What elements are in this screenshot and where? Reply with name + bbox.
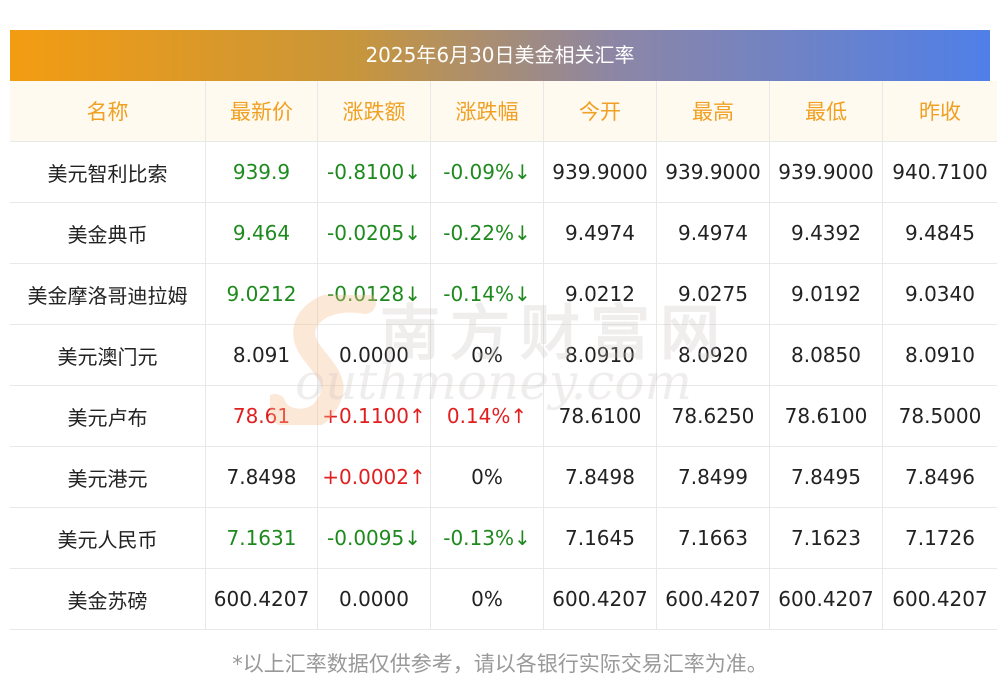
cell-latest: 7.8498: [205, 446, 318, 508]
col-header-change: 涨跌额: [317, 81, 431, 142]
cell-pct: 0.14%↑: [430, 385, 544, 447]
cell-prev: 940.7100: [882, 141, 997, 203]
col-header-prev: 昨收: [882, 81, 997, 142]
table-row: 美元港元 7.8498 +0.0002↑ 0% 7.8498 7.8499 7.…: [10, 446, 997, 508]
table-row: 美元人民币 7.1631 -0.0095↓ -0.13%↓ 7.1645 7.1…: [10, 507, 997, 569]
cell-latest: 8.091: [205, 324, 318, 386]
cell-pct: -0.09%↓: [430, 141, 544, 203]
disclaimer-note: *以上汇率数据仅供参考，请以各银行实际交易汇率为准。: [232, 652, 768, 676]
cell-name: 美金苏磅: [10, 568, 206, 630]
cell-high: 8.0920: [656, 324, 770, 386]
cell-change: -0.8100↓: [317, 141, 431, 203]
cell-high: 9.4974: [656, 202, 770, 264]
cell-latest: 9.464: [205, 202, 318, 264]
table-row: 美金典币 9.464 -0.0205↓ -0.22%↓ 9.4974 9.497…: [10, 202, 997, 264]
cell-high: 7.1663: [656, 507, 770, 569]
table-row: 美元澳门元 8.091 0.0000 0% 8.0910 8.0920 8.08…: [10, 324, 997, 386]
cell-high: 7.8499: [656, 446, 770, 508]
cell-prev: 9.0340: [882, 263, 997, 325]
cell-change: +0.0002↑: [317, 446, 431, 508]
cell-open: 939.9000: [543, 141, 657, 203]
table-row: 美元智利比索 939.9 -0.8100↓ -0.09%↓ 939.9000 9…: [10, 141, 997, 203]
cell-name: 美金摩洛哥迪拉姆: [10, 263, 206, 325]
cell-open: 78.6100: [543, 385, 657, 447]
cell-open: 7.8498: [543, 446, 657, 508]
cell-change: 0.0000: [317, 324, 431, 386]
table-title: 2025年6月30日美金相关汇率: [10, 30, 990, 81]
cell-low: 9.0192: [769, 263, 883, 325]
cell-name: 美元卢布: [10, 385, 206, 447]
cell-name: 美元人民币: [10, 507, 206, 569]
cell-pct: -0.14%↓: [430, 263, 544, 325]
cell-low: 9.4392: [769, 202, 883, 264]
cell-change: -0.0095↓: [317, 507, 431, 569]
col-header-pct: 涨跌幅: [430, 81, 544, 142]
cell-latest: 7.1631: [205, 507, 318, 569]
cell-name: 美元港元: [10, 446, 206, 508]
cell-latest: 9.0212: [205, 263, 318, 325]
cell-low: 600.4207: [769, 568, 883, 630]
cell-high: 78.6250: [656, 385, 770, 447]
cell-name: 美金典币: [10, 202, 206, 264]
cell-prev: 7.1726: [882, 507, 997, 569]
cell-open: 7.1645: [543, 507, 657, 569]
cell-pct: -0.22%↓: [430, 202, 544, 264]
cell-prev: 7.8496: [882, 446, 997, 508]
cell-open: 600.4207: [543, 568, 657, 630]
exchange-rate-table: 名称 最新价 涨跌额 涨跌幅 今开 最高 最低 昨收 美元智利比索 939.9 …: [10, 81, 997, 630]
cell-prev: 9.4845: [882, 202, 997, 264]
cell-latest: 600.4207: [205, 568, 318, 630]
cell-name: 美元智利比索: [10, 141, 206, 203]
cell-prev: 78.5000: [882, 385, 997, 447]
cell-prev: 8.0910: [882, 324, 997, 386]
cell-high: 9.0275: [656, 263, 770, 325]
cell-open: 8.0910: [543, 324, 657, 386]
cell-high: 939.9000: [656, 141, 770, 203]
header-row: 名称 最新价 涨跌额 涨跌幅 今开 最高 最低 昨收: [10, 81, 997, 142]
cell-change: +0.1100↑: [317, 385, 431, 447]
table-row: 美元卢布 78.61 +0.1100↑ 0.14%↑ 78.6100 78.62…: [10, 385, 997, 447]
cell-change: 0.0000: [317, 568, 431, 630]
cell-pct: 0%: [430, 446, 544, 508]
table-row: 美金摩洛哥迪拉姆 9.0212 -0.0128↓ -0.14%↓ 9.0212 …: [10, 263, 997, 325]
col-header-latest: 最新价: [205, 81, 318, 142]
col-header-high: 最高: [656, 81, 770, 142]
cell-pct: -0.13%↓: [430, 507, 544, 569]
cell-low: 78.6100: [769, 385, 883, 447]
cell-change: -0.0128↓: [317, 263, 431, 325]
col-header-low: 最低: [769, 81, 883, 142]
cell-latest: 78.61: [205, 385, 318, 447]
cell-prev: 600.4207: [882, 568, 997, 630]
cell-low: 939.9000: [769, 141, 883, 203]
cell-change: -0.0205↓: [317, 202, 431, 264]
cell-open: 9.4974: [543, 202, 657, 264]
cell-pct: 0%: [430, 568, 544, 630]
cell-latest: 939.9: [205, 141, 318, 203]
cell-name: 美元澳门元: [10, 324, 206, 386]
cell-low: 7.1623: [769, 507, 883, 569]
cell-high: 600.4207: [656, 568, 770, 630]
cell-pct: 0%: [430, 324, 544, 386]
col-header-open: 今开: [543, 81, 657, 142]
cell-open: 9.0212: [543, 263, 657, 325]
col-header-name: 名称: [10, 81, 206, 142]
cell-low: 8.0850: [769, 324, 883, 386]
cell-low: 7.8495: [769, 446, 883, 508]
table-row: 美金苏磅 600.4207 0.0000 0% 600.4207 600.420…: [10, 568, 997, 630]
